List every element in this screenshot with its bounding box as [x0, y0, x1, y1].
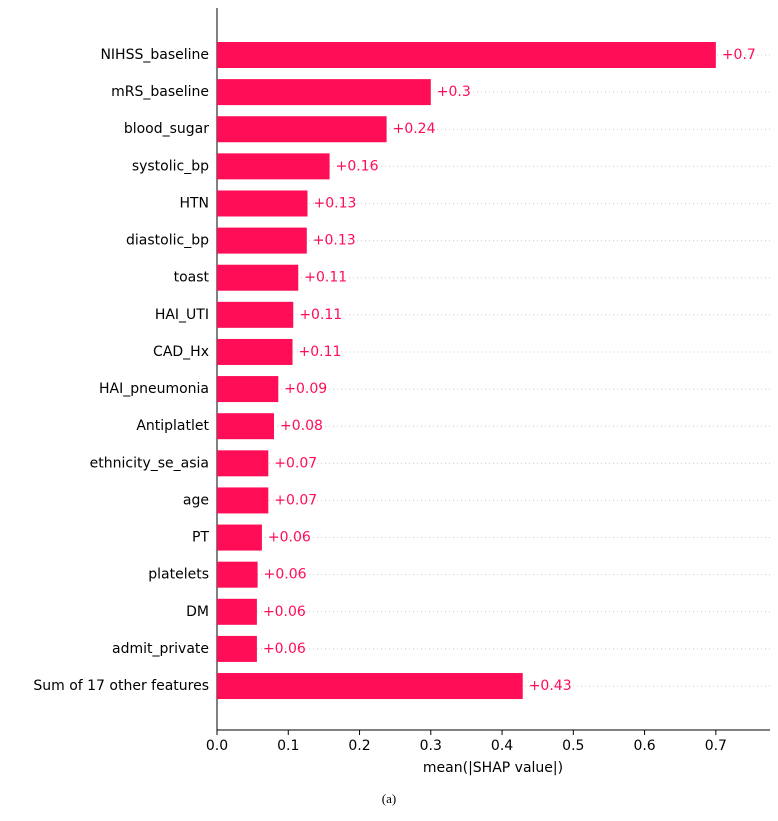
bar — [217, 635, 257, 662]
value-label: +0.07 — [274, 455, 317, 471]
y-tick-label: toast — [174, 270, 210, 286]
caption: (a) — [382, 791, 396, 806]
y-tick-label: age — [183, 492, 209, 508]
x-tick-label: 0.3 — [420, 738, 442, 754]
value-label: +0.06 — [263, 641, 306, 657]
bar — [217, 524, 262, 551]
y-tick-label: Antiplatlet — [136, 418, 209, 434]
bar — [217, 561, 258, 588]
x-axis-label: mean(|SHAP value|) — [423, 760, 563, 776]
value-label: +0.09 — [284, 381, 327, 397]
x-tick-label: 0.1 — [277, 738, 299, 754]
value-label: +0.06 — [268, 530, 311, 546]
value-label: +0.11 — [304, 270, 347, 286]
bar — [217, 190, 308, 217]
y-tick-label: diastolic_bp — [126, 233, 209, 249]
value-label: +0.13 — [313, 233, 356, 249]
y-tick-label: NIHSS_baseline — [100, 47, 209, 63]
y-tick-label: platelets — [148, 567, 209, 583]
bar — [217, 79, 431, 106]
y-tick-label: blood_sugar — [124, 121, 209, 137]
bar — [217, 673, 523, 700]
x-tick-label: 0.0 — [206, 738, 228, 754]
y-tick-label: systolic_bp — [132, 158, 209, 174]
x-tick-label: 0.7 — [705, 738, 727, 754]
value-label: +0.08 — [280, 418, 323, 434]
value-label: +0.43 — [529, 678, 572, 694]
y-tick-label: HAI_UTI — [155, 307, 209, 323]
x-tick-label: 0.5 — [562, 738, 584, 754]
x-tick-label: 0.4 — [491, 738, 513, 754]
bar — [217, 42, 716, 68]
bar — [217, 413, 275, 440]
x-tick-label: 0.6 — [633, 738, 655, 754]
y-tick-label: HAI_pneumonia — [99, 381, 209, 397]
value-label: +0.06 — [264, 567, 307, 583]
value-label: +0.06 — [263, 604, 306, 620]
bar — [217, 338, 293, 365]
value-label: +0.3 — [437, 84, 471, 100]
y-tick-label: HTN — [179, 195, 209, 211]
y-tick-label: PT — [192, 530, 209, 546]
bar — [217, 450, 269, 477]
bar — [217, 153, 330, 180]
value-label: +0.07 — [274, 492, 317, 508]
y-tick-label: admit_private — [112, 641, 209, 657]
value-label: +0.16 — [336, 158, 379, 174]
value-label: +0.11 — [299, 307, 342, 323]
y-tick-label: DM — [186, 604, 209, 620]
value-label: +0.7 — [722, 47, 756, 63]
y-tick-label: Sum of 17 other features — [33, 678, 209, 694]
bar — [217, 487, 269, 514]
y-tick-label: mRS_baseline — [111, 84, 209, 100]
bar — [217, 227, 307, 254]
bar — [217, 301, 294, 328]
bar — [217, 376, 279, 403]
bar — [217, 598, 257, 625]
y-tick-label: ethnicity_se_asia — [90, 455, 209, 471]
y-tick-label: CAD_Hx — [153, 344, 209, 360]
bar — [217, 116, 387, 143]
value-label: +0.13 — [314, 195, 357, 211]
bar — [217, 264, 299, 291]
value-label: +0.24 — [393, 121, 436, 137]
value-label: +0.11 — [299, 344, 342, 360]
x-tick-label: 0.2 — [348, 738, 370, 754]
